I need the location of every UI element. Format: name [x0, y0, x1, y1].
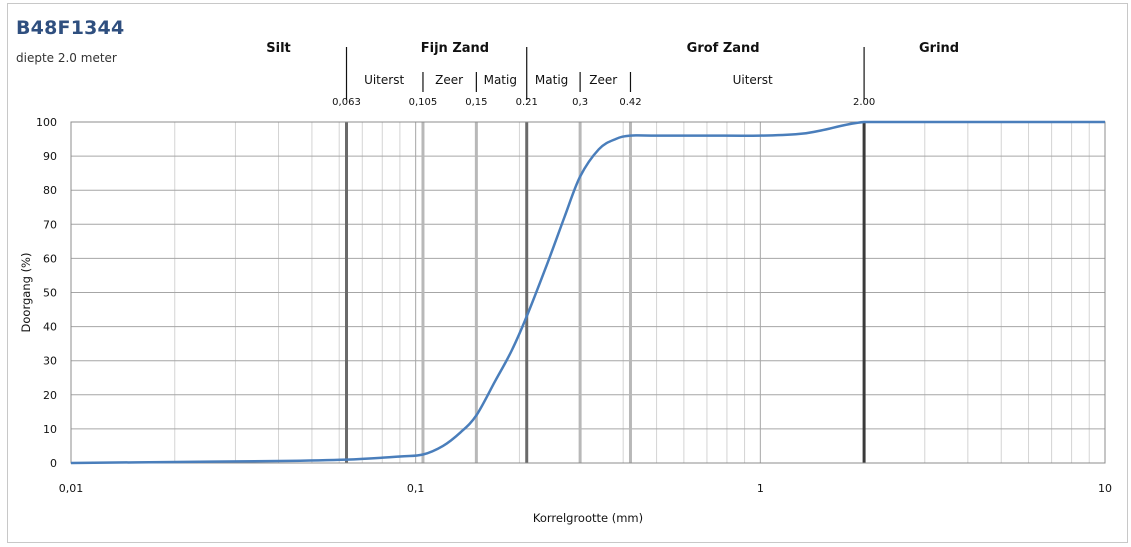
y-tick-label: 80: [43, 184, 57, 197]
plot-area-border: [70, 121, 1106, 464]
boundary-value-label: 0,3: [572, 97, 588, 108]
subzone-label: Matig: [535, 73, 568, 87]
subzone-label: Uiterst: [733, 73, 773, 87]
subzone-label: Matig: [484, 73, 517, 87]
boundary-value-label: 0,063: [332, 97, 361, 108]
x-tick-label: 0,01: [59, 482, 84, 495]
y-tick-label: 90: [43, 150, 57, 163]
zone-label: Fijn Zand: [421, 41, 489, 56]
y-tick-label: 100: [36, 116, 57, 129]
subzone-label: Zeer: [435, 73, 463, 87]
y-tick-label: 0: [50, 457, 57, 470]
x-axis-title: Korrelgrootte (mm): [533, 511, 643, 525]
subzone-label: Uiterst: [364, 73, 404, 87]
chart-title: B48F1344: [16, 17, 125, 39]
y-tick-label: 30: [43, 355, 57, 368]
boundary-value-label: 0.42: [619, 97, 641, 108]
chart-subtitle: diepte 2.0 meter: [16, 51, 117, 65]
chart-frame: [7, 3, 1128, 543]
y-axis-title: Doorgang (%): [19, 253, 33, 333]
y-tick-label: 50: [43, 287, 57, 300]
x-tick-label: 0,1: [407, 482, 425, 495]
boundary-value-label: 0,15: [465, 97, 487, 108]
grain-size-curve: [70, 120, 1105, 465]
y-tick-label: 70: [43, 218, 57, 231]
x-tick-label: 10: [1098, 482, 1112, 495]
y-tick-label: 20: [43, 389, 57, 402]
boundary-value-label: 0.21: [516, 97, 538, 108]
zone-label: Grof Zand: [687, 41, 760, 56]
y-tick-label: 60: [43, 252, 57, 265]
boundary-value-label: 0,105: [409, 97, 438, 108]
zone-label: Grind: [919, 41, 959, 56]
zone-label: Silt: [266, 41, 291, 56]
subzone-label: Zeer: [589, 73, 617, 87]
y-tick-label: 40: [43, 321, 57, 334]
boundary-value-label: 2.00: [853, 97, 875, 108]
x-tick-label: 1: [757, 482, 764, 495]
y-tick-label: 10: [43, 423, 57, 436]
